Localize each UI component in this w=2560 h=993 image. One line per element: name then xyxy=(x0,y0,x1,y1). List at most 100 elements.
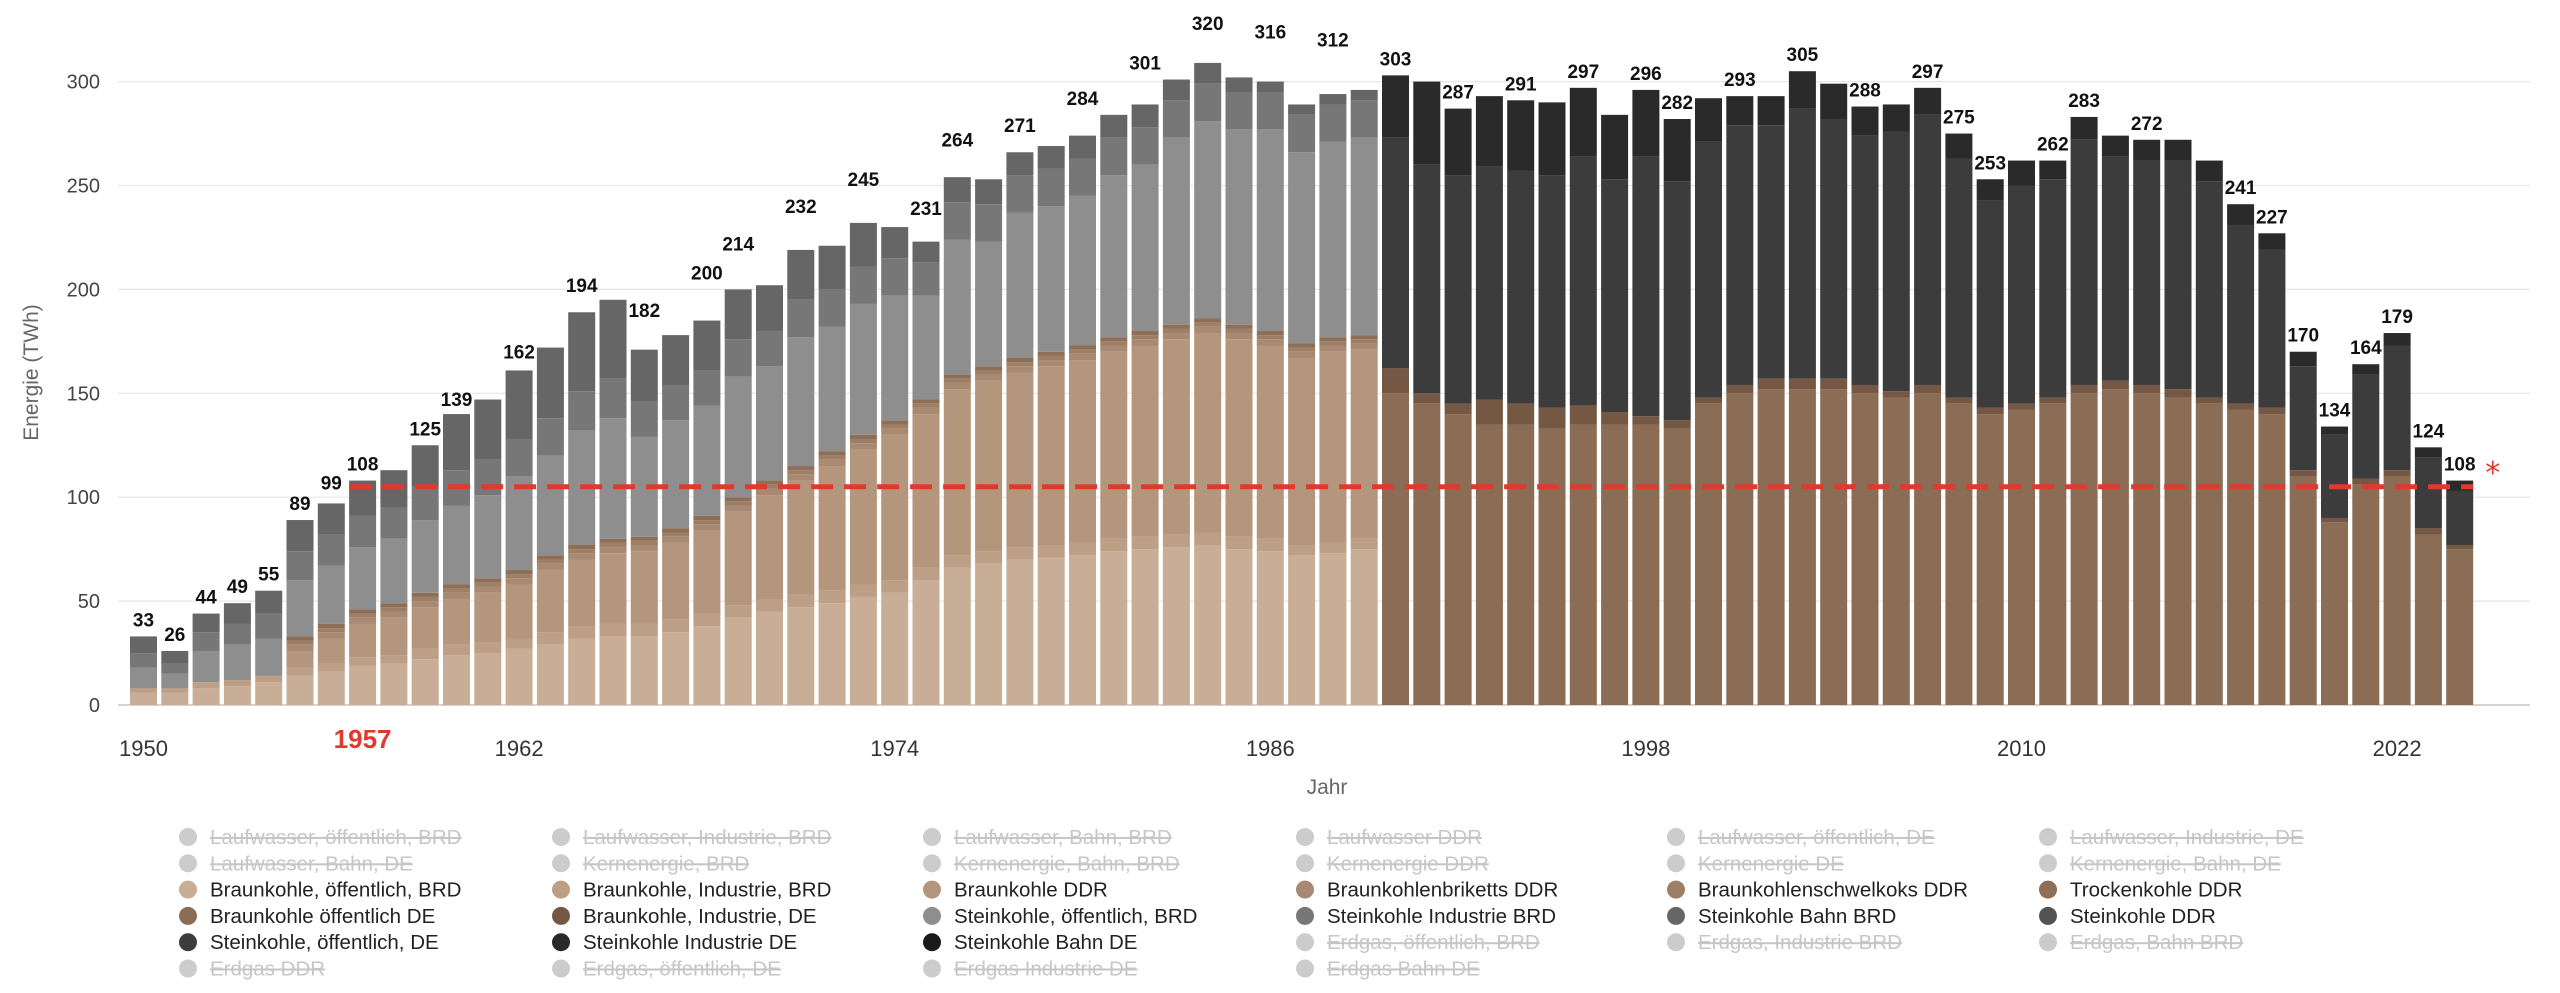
legend-item[interactable]: Braunkohle, Industrie, BRD xyxy=(552,879,831,902)
bar-segment xyxy=(787,594,815,608)
legend-swatch xyxy=(179,906,197,925)
legend-label: Trockenkohle DDR xyxy=(2070,879,2242,902)
bar-segment xyxy=(1601,114,1629,180)
legend-item[interactable]: Erdgas, Industrie BRD xyxy=(1667,931,1902,954)
bar-segment xyxy=(1319,345,1347,352)
legend-item[interactable]: Erdgas Bahn DE xyxy=(1296,958,1480,981)
bar-segment xyxy=(1131,127,1159,165)
bar-segment xyxy=(693,320,721,371)
legend-item[interactable]: Laufwasser, Industrie, BRD xyxy=(552,826,831,849)
bar-segment xyxy=(1413,403,1441,705)
bar-segment xyxy=(975,204,1003,242)
legend-item[interactable]: Laufwasser, öffentlich, DE xyxy=(1667,826,1935,849)
bar-segment xyxy=(411,520,439,593)
legend-label: Laufwasser, öffentlich, DE xyxy=(1698,826,1935,849)
bar-segment xyxy=(2289,470,2317,477)
bar-segment xyxy=(1162,547,1190,705)
x-tick-label: 1986 xyxy=(1246,736,1295,761)
legend-item[interactable]: Steinkohle, öffentlich, BRD xyxy=(923,905,1197,928)
bar-segment xyxy=(2164,389,2192,398)
bar-segment xyxy=(630,349,658,402)
legend-item[interactable]: Erdgas, Bahn BRD xyxy=(2039,931,2243,954)
legend-label: Kernenergie, BRD xyxy=(583,852,749,875)
bar-segment xyxy=(2352,374,2380,479)
bar-segment xyxy=(349,665,377,705)
legend-item[interactable]: Kernenergie, Bahn, DE xyxy=(2039,852,2281,875)
bar-segment xyxy=(223,603,251,624)
legend-item[interactable]: Steinkohle, öffentlich, DE xyxy=(179,931,439,954)
legend-item[interactable]: Erdgas, öffentlich, DE xyxy=(552,958,781,981)
legend-item[interactable]: Laufwasser, Bahn, BRD xyxy=(923,826,1172,849)
legend-item[interactable]: Kernenergie DDR xyxy=(1296,852,1489,875)
y-tick-label: 100 xyxy=(67,487,100,509)
bar-segment xyxy=(1507,170,1535,404)
legend-item[interactable]: Laufwasser, öffentlich, BRD xyxy=(179,826,461,849)
bar-segment xyxy=(975,241,1003,367)
legend-item[interactable]: Erdgas, öffentlich, BRD xyxy=(1296,931,1540,954)
legend-swatch xyxy=(179,828,197,846)
bar-total-label: 291 xyxy=(1505,74,1537,95)
legend-item[interactable]: Kernenergie, BRD xyxy=(552,852,749,875)
bar-segment xyxy=(286,667,314,676)
bar-segment xyxy=(881,227,909,259)
legend-item[interactable]: Steinkohle Industrie BRD xyxy=(1296,905,1556,928)
bar-segment xyxy=(1037,168,1065,207)
bar-segment xyxy=(536,644,564,705)
legend-item[interactable]: Erdgas Industrie DE xyxy=(923,958,1137,981)
bar-segment xyxy=(693,613,721,627)
bar-segment xyxy=(192,650,220,683)
legend-item[interactable]: Steinkohle Bahn DE xyxy=(923,931,1137,954)
legend-item[interactable]: Steinkohle Bahn BRD xyxy=(1667,905,1896,928)
bar-segment xyxy=(2258,414,2286,705)
bar-segment xyxy=(1319,553,1347,705)
legend-item[interactable]: Laufwasser, Bahn, DE xyxy=(179,852,413,875)
bar-segment xyxy=(568,553,596,560)
bar-segment xyxy=(1037,206,1065,352)
bar-segment xyxy=(2321,522,2348,705)
bar-segment xyxy=(1131,330,1159,336)
bar-segment xyxy=(849,584,877,597)
bar-segment xyxy=(1006,372,1034,548)
bar-segment xyxy=(1382,75,1409,138)
legend-item[interactable]: Laufwasser DDR xyxy=(1296,826,1482,849)
legend-swatch xyxy=(2039,880,2057,899)
bar-segment xyxy=(1444,108,1472,176)
bar-segment xyxy=(1820,378,1848,390)
bar-segment xyxy=(662,632,690,705)
legend-item[interactable]: Braunkohle DDR xyxy=(923,879,1108,902)
bar-segment xyxy=(2352,364,2380,375)
bar-total-label: 162 xyxy=(503,342,535,363)
bar-total-label: 139 xyxy=(441,390,473,411)
bar-total-label: 271 xyxy=(1004,116,1036,137)
legend-item[interactable]: Braunkohle, Industrie, DE xyxy=(552,905,817,928)
bar-total-label: 245 xyxy=(848,170,880,191)
legend-item[interactable]: Erdgas DDR xyxy=(179,958,325,981)
bar-segment xyxy=(2008,403,2035,410)
legend-item[interactable]: Steinkohle DDR xyxy=(2039,905,2216,928)
bar-segment xyxy=(756,366,783,481)
bar-segment xyxy=(787,337,815,467)
legend-item[interactable]: Braunkohle, öffentlich, BRD xyxy=(179,879,461,902)
legend-item[interactable]: Kernenergie DE xyxy=(1667,852,1844,875)
legend-item[interactable]: Trockenkohle DDR xyxy=(2039,879,2242,902)
bar-segment xyxy=(349,609,377,614)
bar-segment xyxy=(1194,322,1222,327)
bar-total-label: 44 xyxy=(196,588,218,609)
bar-segment xyxy=(943,382,971,390)
legend-item[interactable]: Kernenergie, Bahn, BRD xyxy=(923,852,1180,875)
legend-item[interactable]: Braunkohlenschwelkoks DDR xyxy=(1667,879,1968,902)
bar-segment xyxy=(411,607,439,649)
bar-segment xyxy=(1788,71,1816,109)
bar-segment xyxy=(1162,137,1190,325)
bar-segment xyxy=(1914,114,1942,385)
bar-segment xyxy=(975,551,1003,564)
legend-item[interactable]: Braunkohlenbriketts DDR xyxy=(1296,879,1558,902)
legend-item[interactable]: Braunkohle öffentlich DE xyxy=(179,905,435,928)
bar-segment xyxy=(1945,133,1973,159)
bar-segment xyxy=(2258,407,2286,415)
legend-item[interactable]: Steinkohle Industrie DE xyxy=(552,931,797,954)
bar-segment xyxy=(1695,403,1722,705)
bar-total-label: 316 xyxy=(1254,22,1286,43)
legend-item[interactable]: Laufwasser, Industrie, DE xyxy=(2039,826,2304,849)
bar-segment xyxy=(1726,393,1754,705)
